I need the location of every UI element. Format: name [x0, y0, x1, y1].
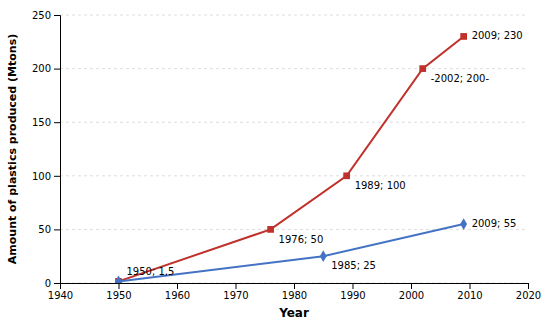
plot: 1940 1950 1960 1970 1980 1990 2000 2010 2020 0 50 1…	[32, 10, 541, 301]
x-tick: 2010	[457, 283, 482, 301]
grid-line	[60, 122, 528, 123]
x-axis-line	[61, 284, 529, 290]
x-tick: 2000	[399, 283, 424, 301]
x-tick: 1960	[165, 283, 190, 301]
x-tick-mark	[353, 283, 354, 289]
y-tick: 100	[32, 171, 60, 182]
x-tick: 1970	[223, 283, 248, 301]
x-tick-label: 1940	[48, 290, 73, 301]
marker	[460, 33, 467, 40]
x-tick-label: 2000	[399, 290, 424, 301]
x-tick-mark	[411, 283, 412, 289]
chart: 1940 1950 1960 1970 1980 1990 2000 2010 2020 0 50 1…	[0, 0, 548, 325]
marker	[460, 218, 467, 230]
y-tick-label: 250	[32, 10, 51, 21]
grid-line	[60, 175, 528, 176]
x-tick: 1940	[48, 283, 73, 301]
y-tick-mark	[54, 69, 60, 70]
y-axis-line	[54, 16, 61, 284]
annotation: 1989; 100	[355, 180, 406, 191]
y-tick-mark	[54, 229, 60, 230]
y-tick: 50	[38, 224, 60, 235]
x-tick-label: 1990	[340, 290, 365, 301]
y-tick-label: 150	[32, 117, 51, 128]
marker	[343, 172, 350, 179]
annotation: -2002; 200-	[431, 73, 490, 84]
y-tick: 250	[32, 10, 60, 21]
x-tick-mark	[236, 283, 237, 289]
y-tick: 200	[32, 63, 60, 74]
y-axis-title: Amount of plastics produced (Mtons)	[6, 34, 19, 264]
annotation: 2009; 230	[472, 30, 523, 41]
x-tick-label: 1960	[165, 290, 190, 301]
x-tick-label: 1970	[223, 290, 248, 301]
y-tick-label: 100	[32, 171, 51, 182]
x-tick-label: 1950	[106, 290, 131, 301]
y-tick: 150	[32, 117, 60, 128]
x-tick-mark	[528, 283, 529, 289]
x-tick-mark	[177, 283, 178, 289]
marker	[320, 250, 327, 262]
y-tick-mark	[54, 176, 60, 177]
grid-line	[60, 15, 528, 16]
x-axis-title: Year	[278, 306, 309, 320]
grid-line	[60, 68, 528, 69]
y-axis: 0 50 100 150 200 250	[32, 10, 61, 289]
y-tick-mark	[54, 283, 60, 284]
marks	[115, 33, 467, 283]
x-tick-label: 2010	[457, 290, 482, 301]
x-tick: 1980	[282, 283, 307, 301]
annotation: 1976; 50	[279, 234, 324, 245]
y-tick: 0	[45, 278, 60, 289]
x-axis: 1940 1950 1960 1970 1980 1990 2000 2010 2020	[48, 283, 541, 301]
y-tick-mark	[54, 15, 60, 16]
y-tick-label: 50	[38, 224, 51, 235]
x-tick-label: 2020	[516, 290, 541, 301]
marker	[419, 65, 426, 72]
y-tick-label: 200	[32, 63, 51, 74]
x-tick-label: 1980	[282, 290, 307, 301]
grid	[60, 15, 528, 283]
x-tick-mark	[470, 283, 471, 289]
x-tick: 1950	[106, 283, 131, 301]
marker	[115, 276, 122, 283]
annotation: 1950; 1,5	[127, 266, 175, 277]
x-tick-mark	[294, 283, 295, 289]
x-tick: 2020	[516, 283, 541, 301]
y-tick-label: 0	[45, 278, 51, 289]
annotations: 1950; 1,5 1976; 50 1989; 100 -2002; 200- 200…	[127, 30, 523, 277]
x-tick: 1990	[340, 283, 365, 301]
x-tick-mark	[119, 283, 120, 289]
marker	[267, 226, 274, 233]
annotation: 1985; 25	[331, 260, 376, 271]
line	[119, 36, 464, 281]
line	[119, 224, 464, 281]
grid-line	[60, 229, 528, 230]
y-tick-mark	[54, 122, 60, 123]
annotation: 2009; 55	[472, 218, 517, 229]
